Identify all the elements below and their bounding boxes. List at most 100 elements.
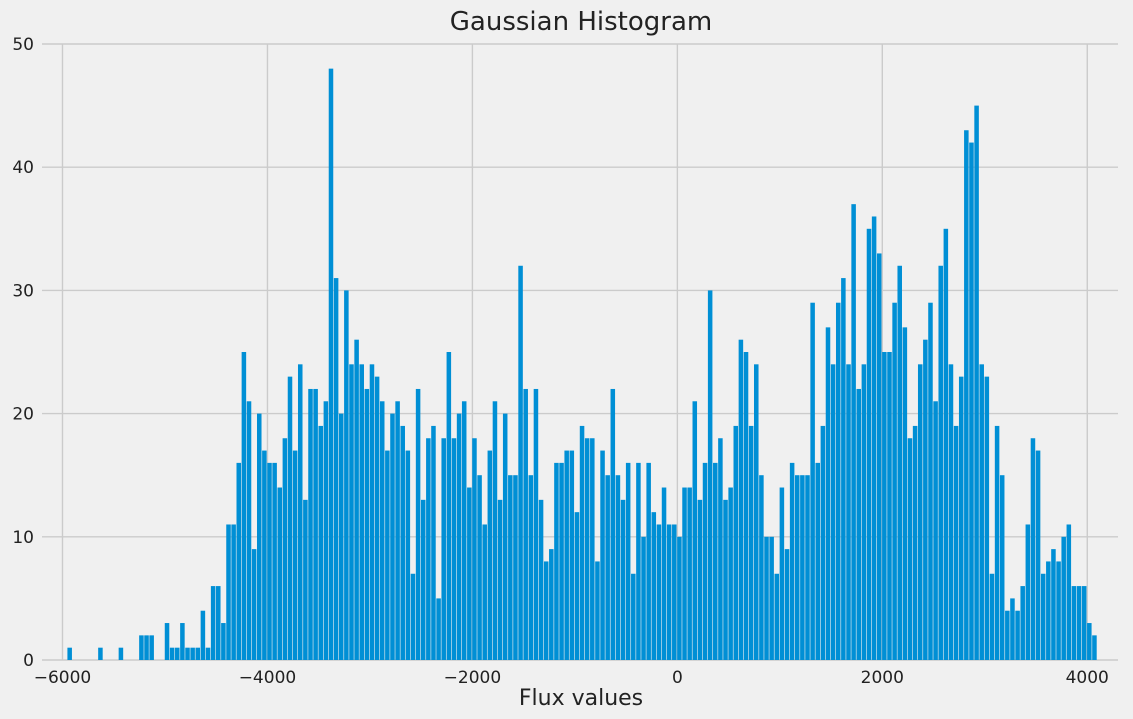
histogram-bar [538, 499, 544, 660]
histogram-bar [1010, 598, 1015, 660]
histogram-bar [769, 536, 774, 660]
histogram-bar [1081, 586, 1087, 660]
histogram-bar [707, 290, 713, 660]
histogram-bar [415, 388, 421, 660]
histogram-bar [779, 487, 785, 660]
histogram-bar [297, 364, 303, 660]
histogram-bar [743, 352, 749, 660]
histogram-bar [354, 339, 359, 660]
histogram-bar [364, 388, 370, 660]
histogram-bar [882, 352, 887, 660]
histogram-bar [185, 647, 190, 660]
y-tick-label: 20 [12, 405, 34, 425]
histogram-bar [620, 499, 626, 660]
histogram-bar [118, 647, 124, 660]
histogram-bar [180, 623, 185, 660]
histogram-bar [825, 327, 831, 660]
histogram-bar [246, 401, 252, 660]
histogram-bar [754, 364, 759, 660]
histogram-bar [205, 647, 211, 660]
histogram-bars [67, 68, 1097, 661]
histogram-bar [820, 425, 826, 660]
histogram-bar [728, 487, 733, 660]
histogram-bar [892, 302, 897, 660]
histogram-bar [144, 635, 149, 660]
histogram-bar [328, 68, 334, 660]
x-tick-label: 2000 [861, 668, 904, 688]
histogram-bar [554, 462, 559, 660]
histogram-bar [349, 364, 354, 660]
histogram-bar [359, 364, 364, 660]
histogram-bar [615, 475, 621, 660]
histogram-bar [651, 512, 657, 660]
histogram-bar [472, 438, 477, 660]
histogram-bar [451, 438, 457, 660]
histogram-bar [912, 425, 918, 660]
histogram-bar [574, 512, 580, 660]
y-tick-label: 40 [12, 158, 34, 178]
histogram-bar [374, 376, 380, 660]
histogram-bar [533, 388, 539, 660]
histogram-bar [1046, 561, 1051, 660]
histogram-bar [631, 573, 636, 660]
histogram-bar [164, 623, 170, 660]
histogram-bar [226, 524, 231, 660]
histogram-bar [303, 499, 308, 660]
histogram-bar [543, 561, 549, 660]
x-tick-label: 0 [672, 668, 683, 688]
histogram-bar [713, 462, 718, 660]
histogram-bar [851, 204, 856, 660]
histogram-bar [641, 536, 646, 660]
histogram-bar [687, 487, 692, 660]
histogram-bar [236, 462, 242, 660]
histogram-bar [958, 376, 964, 660]
histogram-bar [379, 401, 385, 660]
histogram-bar [984, 376, 990, 660]
histogram-bar [989, 573, 995, 660]
histogram-bar [810, 302, 815, 660]
histogram-bar [410, 573, 416, 660]
histogram-bar [338, 413, 344, 660]
x-tick-label: −2000 [444, 668, 502, 688]
y-tick-label: 10 [12, 528, 34, 548]
histogram-bar [385, 450, 390, 660]
y-tick-label: 0 [23, 651, 34, 671]
histogram-bar [1056, 561, 1061, 660]
histogram-bar [287, 376, 293, 660]
histogram-bar [318, 425, 324, 660]
histogram-bar [216, 586, 221, 660]
histogram-bar [1015, 610, 1020, 660]
histogram-bar [267, 462, 272, 660]
histogram-bar [333, 278, 339, 660]
histogram-bar [390, 413, 395, 660]
histogram-bar [800, 475, 805, 660]
histogram-bar [605, 475, 610, 660]
histogram-bar [487, 450, 493, 660]
histogram-bar [461, 401, 467, 660]
histogram-bar [805, 475, 810, 660]
histogram-bar [866, 228, 872, 661]
histogram-bar [1092, 635, 1097, 660]
histogram-bar [917, 364, 923, 660]
histogram-bar [661, 487, 667, 660]
histogram-bar [646, 462, 651, 660]
histogram-bar [482, 524, 487, 660]
histogram-bar [933, 401, 938, 660]
histogram-bar [559, 462, 564, 660]
histogram-bar [584, 438, 590, 660]
histogram-bar [1051, 549, 1056, 660]
histogram-bar [718, 438, 723, 660]
histogram-bar [1087, 623, 1092, 660]
histogram-bar [98, 647, 103, 660]
histogram-bar [682, 487, 687, 660]
histogram-bar [815, 462, 821, 660]
histogram-bar [656, 524, 662, 660]
histogram-bar [938, 265, 943, 660]
histogram-bar [1005, 610, 1010, 660]
histogram-bar [697, 499, 703, 660]
histogram-bar [564, 450, 569, 660]
histogram-bar [948, 364, 954, 660]
histogram-bar [477, 475, 482, 660]
histogram-bar [467, 487, 472, 660]
histogram-bar [902, 327, 908, 660]
